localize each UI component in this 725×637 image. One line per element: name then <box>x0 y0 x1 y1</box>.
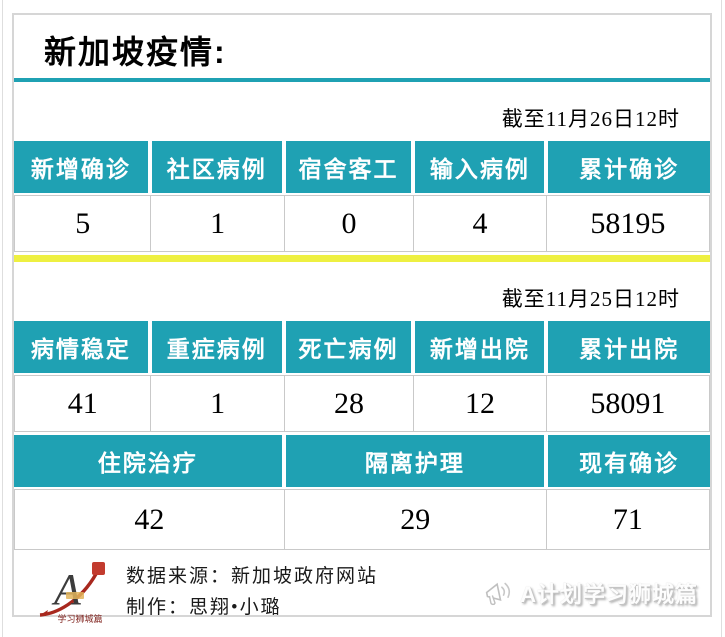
table-value-cell: 1 <box>150 376 283 432</box>
footer: A 学习狮城篇 数据来源：新加坡政府网站 制作：思翔•小璐 <box>14 558 710 626</box>
table-value-cell: 28 <box>283 376 413 432</box>
logo-seal <box>92 562 105 576</box>
credits-block: 数据来源：新加坡政府网站 制作：思翔•小璐 <box>126 561 378 624</box>
table-header-cell: 重症病例 <box>151 321 282 374</box>
care-table-value-row: 42 29 71 <box>14 489 710 551</box>
data-source-line: 数据来源：新加坡政府网站 <box>126 566 379 588</box>
table-header-cell: 新增确诊 <box>14 141 148 194</box>
megaphone-icon <box>485 582 511 606</box>
as-of-date-1: 截至11月26日12时 <box>501 107 680 132</box>
credit-line: 制作：思翔•小璐 <box>126 597 282 619</box>
table-value-cell: 41 <box>67 386 98 420</box>
logo: A 学习狮城篇 <box>39 562 105 624</box>
table-value-cell: 58091 <box>545 376 709 432</box>
infographic-card: 新加坡疫情: 截至11月26日12时 新增确诊 社区病例 宿舍客工 输入病例 累… <box>12 13 712 624</box>
separator-bar <box>14 255 710 263</box>
page-title: 新加坡疫情: <box>44 34 227 70</box>
page-edge-right <box>721 0 722 637</box>
table-value-cell: 0 <box>283 196 413 252</box>
confirmed-table-header-row: 新增确诊 社区病例 宿舍客工 输入病例 累计确诊 <box>14 141 710 194</box>
table-header-cell: 输入病例 <box>415 141 545 194</box>
table-header-cell: 住院治疗 <box>14 435 282 488</box>
page-edge-left <box>2 0 3 637</box>
logo-caption: 学习狮城篇 <box>57 613 102 624</box>
title-underline <box>14 78 710 83</box>
care-table-header-row: 住院治疗 隔离护理 现有确诊 <box>14 435 710 488</box>
table-header-cell: 累计确诊 <box>548 141 710 194</box>
watermark: A计划学习狮城篇 <box>484 577 698 609</box>
table-value-cell: 12 <box>413 376 545 432</box>
table-value-cell: 1 <box>150 196 283 252</box>
table-header-cell: 社区病例 <box>151 141 282 194</box>
table-value-cell: 4 <box>413 196 545 252</box>
logo-swoosh-tip <box>40 610 48 617</box>
logo-ribbon <box>66 592 84 600</box>
table-header-cell: 死亡病例 <box>285 321 412 374</box>
table-value-cell: 71 <box>545 490 709 550</box>
table-value-cell: 29 <box>283 490 546 550</box>
status-table-header-row: 病情稳定 重症病例 死亡病例 新增出院 累计出院 <box>14 321 710 374</box>
table-header-cell: 隔离护理 <box>285 435 545 488</box>
status-table-value-row: 41 1 28 12 58091 <box>14 375 710 433</box>
table-header-cell: 累计出院 <box>548 321 710 374</box>
table-value-cell: 58195 <box>545 196 709 252</box>
table-value-cell: 42 <box>134 502 165 536</box>
watermark-label: A计划学习狮城篇 <box>520 582 698 607</box>
logo-letter-a: A <box>51 565 82 614</box>
as-of-date-2: 截至11月25日12时 <box>501 287 680 312</box>
table-header-cell: 宿舍客工 <box>285 141 412 194</box>
table-value-cell: 5 <box>75 206 91 240</box>
table-header-cell: 病情稳定 <box>14 321 148 374</box>
table-header-cell: 新增出院 <box>415 321 545 374</box>
confirmed-table-value-row: 5 1 0 4 58195 <box>14 195 710 253</box>
table-header-cell: 现有确诊 <box>548 435 710 488</box>
